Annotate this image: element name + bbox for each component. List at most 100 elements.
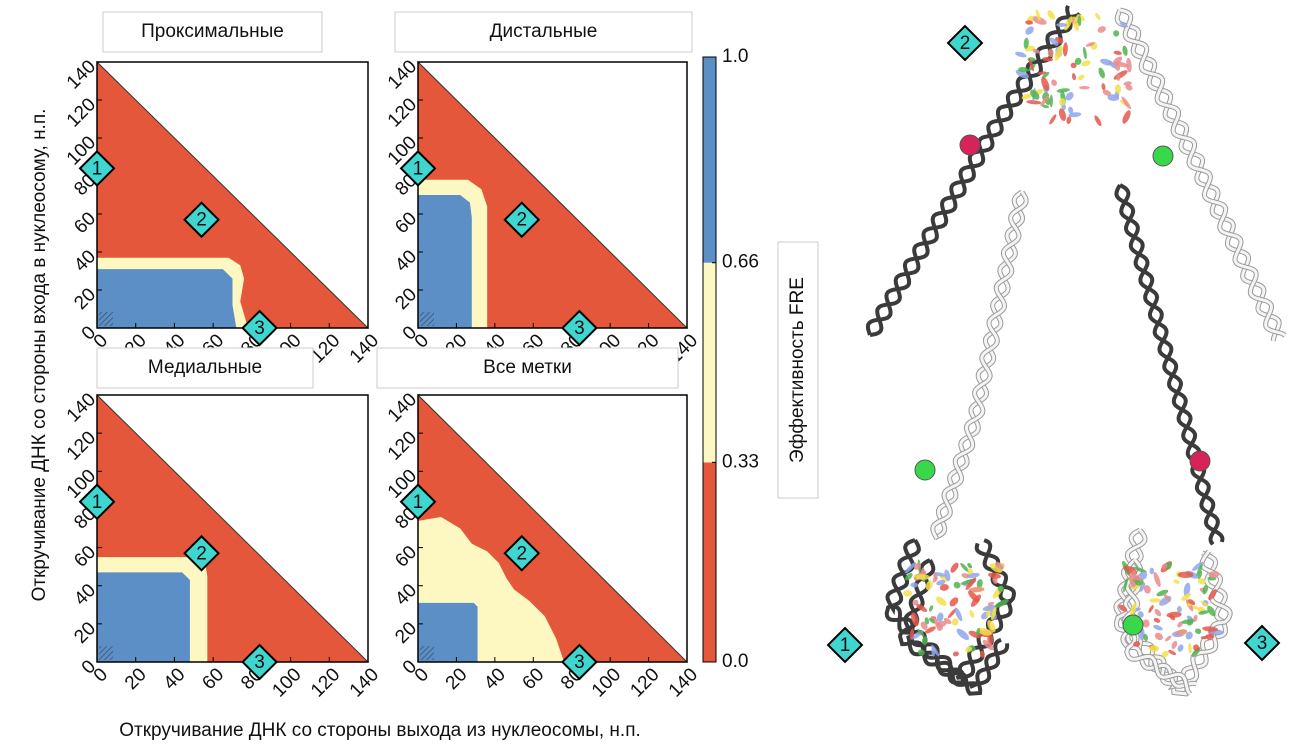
- histone: [967, 568, 973, 575]
- histone: [912, 599, 919, 606]
- histone: [1181, 619, 1195, 624]
- histone: [1049, 37, 1059, 46]
- histone: [1149, 645, 1160, 653]
- y-tick-label: 60: [391, 542, 421, 572]
- histone: [1070, 62, 1077, 69]
- y-tick-label: 60: [70, 542, 100, 572]
- histone: [1122, 45, 1128, 56]
- colorbar-tick-label: 0.66: [722, 252, 759, 273]
- histone: [943, 618, 952, 625]
- histone: [976, 627, 981, 636]
- histone: [1056, 22, 1068, 27]
- label-dot: [1122, 614, 1144, 636]
- dna-strand: [1121, 558, 1197, 688]
- histone: [1123, 81, 1132, 86]
- region: [97, 572, 190, 662]
- histone: [1074, 57, 1082, 65]
- histone: [1132, 566, 1147, 573]
- x-tick-label: 140: [665, 664, 702, 701]
- histone: [949, 597, 959, 607]
- histone: [1197, 578, 1206, 585]
- histone: [1198, 610, 1210, 615]
- histone: [1196, 564, 1203, 577]
- histone: [1015, 51, 1027, 58]
- histone: [924, 626, 936, 634]
- histone: [1025, 26, 1034, 35]
- y-tick-label: 20: [391, 618, 421, 648]
- histone: [988, 572, 1001, 579]
- hatch-box: [420, 312, 434, 326]
- histone: [1181, 593, 1191, 601]
- title-box: [394, 11, 693, 53]
- histone: [1173, 579, 1180, 584]
- histone: [1114, 84, 1121, 94]
- dna-strand: [869, 4, 1073, 337]
- y-tick-label: 40: [391, 580, 421, 610]
- histone: [1028, 58, 1035, 72]
- panel-title: Все метки: [483, 357, 572, 378]
- histone: [965, 577, 977, 590]
- histone: [1113, 30, 1120, 37]
- histone: [1188, 642, 1192, 654]
- marker-label: 3: [254, 652, 265, 673]
- histone: [1185, 631, 1193, 640]
- y-tick-label: 60: [391, 208, 421, 238]
- histone: [1107, 94, 1120, 101]
- histone: [1068, 106, 1074, 114]
- y-axis-label: Откручивание ДНК со стороны входа в нукл…: [29, 109, 50, 602]
- histone: [1095, 12, 1101, 21]
- histone: [1125, 84, 1133, 91]
- histone: [1119, 22, 1129, 28]
- histone: [1035, 9, 1041, 21]
- histone: [960, 562, 969, 573]
- histone: [1059, 98, 1066, 106]
- histone: [953, 581, 961, 589]
- marker: [399, 150, 437, 187]
- y-tick-label: 20: [391, 284, 421, 314]
- histone: [1113, 50, 1122, 55]
- label-dot: [914, 459, 936, 481]
- marker-label: 2: [196, 543, 207, 564]
- histone: [1054, 45, 1063, 61]
- histone: [1032, 48, 1040, 54]
- histone: [1049, 94, 1053, 108]
- x-tick-label: 20: [442, 664, 472, 694]
- dna-strand: [931, 191, 1028, 540]
- histone: [1041, 71, 1050, 79]
- histone: [1169, 614, 1176, 621]
- histone: [936, 596, 947, 607]
- histone: [968, 590, 980, 603]
- marker-label: 1: [413, 158, 424, 179]
- dna-strand: [1119, 183, 1225, 543]
- histone: [1026, 100, 1042, 105]
- histone: [977, 627, 992, 636]
- label-dot: [959, 134, 981, 156]
- y-tick-label: 120: [384, 427, 421, 464]
- histone: [1066, 116, 1072, 125]
- histone: [904, 562, 917, 574]
- histone: [1037, 71, 1047, 75]
- histone: [1056, 88, 1070, 93]
- y-tick-label: 20: [70, 618, 100, 648]
- histone: [930, 616, 940, 626]
- dna-strand: [1119, 8, 1286, 337]
- histone: [1149, 567, 1155, 575]
- label-dot: [1152, 145, 1174, 167]
- histone: [1114, 61, 1129, 68]
- histone: [1153, 617, 1161, 623]
- histone: [987, 634, 994, 644]
- y-tick-label: 40: [70, 246, 100, 276]
- region: [97, 269, 237, 328]
- illustration-marker: 3: [1257, 633, 1268, 654]
- histone: [925, 580, 933, 591]
- x-tick-label: 60: [198, 664, 228, 694]
- illustration-marker-shape: [1243, 624, 1281, 662]
- histone: [1139, 571, 1148, 580]
- histone: [1042, 57, 1054, 62]
- histone: [932, 575, 938, 583]
- histone: [916, 603, 928, 612]
- marker-label: 2: [196, 210, 207, 231]
- histone: [1177, 621, 1183, 628]
- y-tick-label: 140: [384, 56, 421, 93]
- histone: [987, 620, 996, 633]
